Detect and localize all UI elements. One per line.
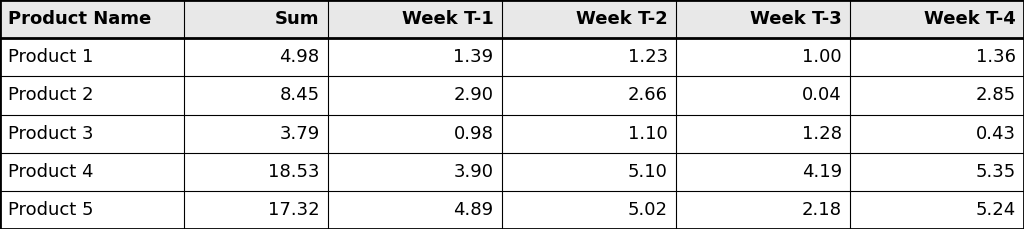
Bar: [676, 153, 850, 191]
Bar: [502, 76, 676, 114]
Bar: [502, 153, 676, 191]
Bar: [850, 153, 1024, 191]
Bar: [676, 191, 850, 229]
Text: Product 1: Product 1: [8, 48, 93, 66]
Bar: [0, 191, 184, 229]
Bar: [328, 0, 502, 38]
Text: 5.10: 5.10: [628, 163, 668, 181]
Text: 5.35: 5.35: [976, 163, 1016, 181]
Bar: [0, 0, 184, 38]
Text: 2.90: 2.90: [454, 86, 494, 104]
Text: 18.53: 18.53: [268, 163, 319, 181]
Text: 1.23: 1.23: [628, 48, 668, 66]
Bar: [328, 191, 502, 229]
Text: Product Name: Product Name: [8, 10, 152, 28]
Bar: [850, 76, 1024, 114]
Bar: [676, 114, 850, 153]
Bar: [676, 38, 850, 76]
Bar: [850, 191, 1024, 229]
Bar: [328, 38, 502, 76]
Bar: [502, 38, 676, 76]
Text: 8.45: 8.45: [280, 86, 319, 104]
Text: 5.02: 5.02: [628, 201, 668, 219]
Bar: [184, 114, 328, 153]
Text: 2.18: 2.18: [802, 201, 842, 219]
Bar: [676, 0, 850, 38]
Text: 1.39: 1.39: [454, 48, 494, 66]
Bar: [184, 76, 328, 114]
Bar: [502, 0, 676, 38]
Text: 1.00: 1.00: [802, 48, 842, 66]
Bar: [328, 114, 502, 153]
Text: 1.36: 1.36: [976, 48, 1016, 66]
Bar: [850, 38, 1024, 76]
Text: 1.10: 1.10: [628, 125, 668, 143]
Text: Product 4: Product 4: [8, 163, 93, 181]
Text: 0.98: 0.98: [454, 125, 494, 143]
Bar: [850, 114, 1024, 153]
Text: Week T-4: Week T-4: [924, 10, 1016, 28]
Text: 3.90: 3.90: [454, 163, 494, 181]
Text: Sum: Sum: [275, 10, 319, 28]
Text: 1.28: 1.28: [802, 125, 842, 143]
Bar: [184, 0, 328, 38]
Bar: [0, 153, 184, 191]
Bar: [328, 153, 502, 191]
Text: Product 3: Product 3: [8, 125, 93, 143]
Text: 2.85: 2.85: [976, 86, 1016, 104]
Text: Product 5: Product 5: [8, 201, 93, 219]
Bar: [0, 38, 184, 76]
Bar: [184, 153, 328, 191]
Text: 0.04: 0.04: [802, 86, 842, 104]
Text: Week T-2: Week T-2: [575, 10, 668, 28]
Text: Week T-1: Week T-1: [401, 10, 494, 28]
Text: 4.98: 4.98: [280, 48, 319, 66]
Bar: [328, 76, 502, 114]
Text: 17.32: 17.32: [268, 201, 319, 219]
Text: 2.66: 2.66: [628, 86, 668, 104]
Bar: [502, 191, 676, 229]
Bar: [676, 76, 850, 114]
Text: Week T-3: Week T-3: [750, 10, 842, 28]
Bar: [184, 191, 328, 229]
Bar: [502, 114, 676, 153]
Text: 4.19: 4.19: [802, 163, 842, 181]
Bar: [0, 114, 184, 153]
Text: 3.79: 3.79: [280, 125, 319, 143]
Text: 4.89: 4.89: [454, 201, 494, 219]
Bar: [184, 38, 328, 76]
Text: Product 2: Product 2: [8, 86, 93, 104]
Bar: [850, 0, 1024, 38]
Text: 0.43: 0.43: [976, 125, 1016, 143]
Text: 5.24: 5.24: [976, 201, 1016, 219]
Bar: [0, 76, 184, 114]
